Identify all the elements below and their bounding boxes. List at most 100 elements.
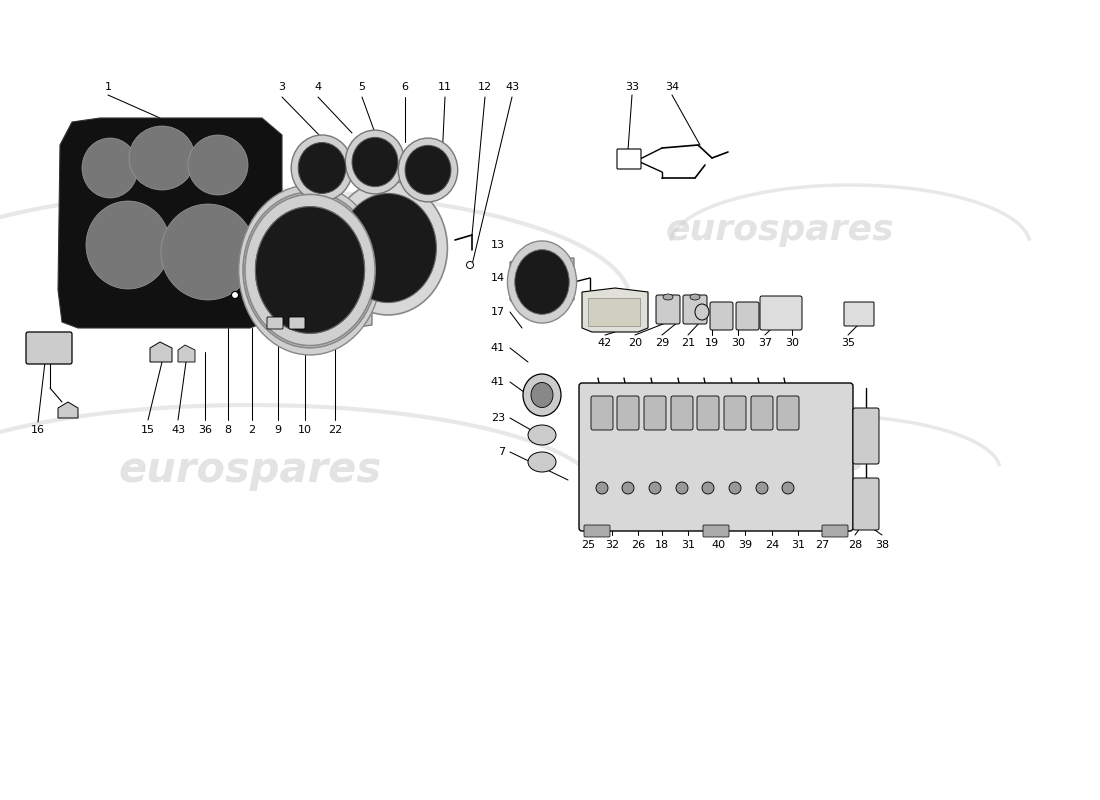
FancyBboxPatch shape xyxy=(822,525,848,537)
Ellipse shape xyxy=(690,294,700,300)
Text: 28: 28 xyxy=(848,540,862,550)
Polygon shape xyxy=(150,342,172,362)
Ellipse shape xyxy=(86,201,170,289)
Text: 8: 8 xyxy=(224,425,232,435)
Text: 19: 19 xyxy=(705,338,719,348)
Polygon shape xyxy=(58,118,282,328)
Text: 3: 3 xyxy=(278,82,286,92)
Ellipse shape xyxy=(405,146,451,194)
Text: 30: 30 xyxy=(785,338,799,348)
Ellipse shape xyxy=(239,185,382,355)
Ellipse shape xyxy=(466,262,473,269)
Ellipse shape xyxy=(756,482,768,494)
Ellipse shape xyxy=(729,482,741,494)
Ellipse shape xyxy=(676,482,688,494)
Text: 29: 29 xyxy=(654,338,669,348)
FancyBboxPatch shape xyxy=(852,408,879,464)
Text: 37: 37 xyxy=(758,338,772,348)
Text: 4: 4 xyxy=(315,82,321,92)
Text: 7: 7 xyxy=(498,447,505,457)
Text: eurospares: eurospares xyxy=(119,449,382,491)
FancyBboxPatch shape xyxy=(588,298,640,326)
Ellipse shape xyxy=(515,250,569,314)
Ellipse shape xyxy=(245,194,375,346)
Ellipse shape xyxy=(352,138,398,186)
FancyBboxPatch shape xyxy=(617,149,641,169)
Text: eurospares: eurospares xyxy=(666,213,894,247)
FancyBboxPatch shape xyxy=(683,295,707,324)
Text: 14: 14 xyxy=(491,273,505,283)
Text: 41: 41 xyxy=(491,377,505,387)
Polygon shape xyxy=(510,258,574,305)
Text: 31: 31 xyxy=(681,540,695,550)
Ellipse shape xyxy=(340,194,437,302)
Text: 11: 11 xyxy=(438,82,452,92)
Text: 32: 32 xyxy=(605,540,619,550)
Ellipse shape xyxy=(243,192,377,348)
Ellipse shape xyxy=(695,304,710,320)
Text: 24: 24 xyxy=(764,540,779,550)
Ellipse shape xyxy=(329,181,448,315)
Text: 35: 35 xyxy=(842,338,855,348)
Text: 31: 31 xyxy=(791,540,805,550)
Text: 12: 12 xyxy=(477,82,492,92)
FancyBboxPatch shape xyxy=(760,296,802,330)
Text: 15: 15 xyxy=(141,425,155,435)
Ellipse shape xyxy=(255,206,364,334)
FancyBboxPatch shape xyxy=(736,302,759,330)
Text: 1: 1 xyxy=(104,82,111,92)
Ellipse shape xyxy=(82,138,138,198)
Ellipse shape xyxy=(649,482,661,494)
Text: 43: 43 xyxy=(170,425,185,435)
Text: 36: 36 xyxy=(198,425,212,435)
Ellipse shape xyxy=(507,241,576,323)
Ellipse shape xyxy=(531,382,553,407)
Ellipse shape xyxy=(398,138,458,202)
Text: 26: 26 xyxy=(631,540,645,550)
FancyBboxPatch shape xyxy=(267,317,283,329)
Text: 10: 10 xyxy=(298,425,312,435)
Text: 30: 30 xyxy=(732,338,745,348)
Text: 9: 9 xyxy=(274,425,282,435)
Ellipse shape xyxy=(621,482,634,494)
Text: 16: 16 xyxy=(31,425,45,435)
Ellipse shape xyxy=(292,135,353,201)
FancyBboxPatch shape xyxy=(617,396,639,430)
Text: 23: 23 xyxy=(491,413,505,423)
Ellipse shape xyxy=(188,135,248,195)
Ellipse shape xyxy=(522,374,561,416)
FancyBboxPatch shape xyxy=(751,396,773,430)
Text: 27: 27 xyxy=(815,540,829,550)
FancyBboxPatch shape xyxy=(591,396,613,430)
Text: 2: 2 xyxy=(249,425,255,435)
Ellipse shape xyxy=(663,294,673,300)
FancyBboxPatch shape xyxy=(579,383,852,531)
Text: 18: 18 xyxy=(654,540,669,550)
Ellipse shape xyxy=(782,482,794,494)
Text: 21: 21 xyxy=(681,338,695,348)
FancyBboxPatch shape xyxy=(289,317,305,329)
Text: /: / xyxy=(610,303,617,321)
FancyBboxPatch shape xyxy=(703,525,729,537)
Text: 42: 42 xyxy=(598,338,612,348)
Text: 6: 6 xyxy=(402,82,408,92)
Ellipse shape xyxy=(596,482,608,494)
Text: 38: 38 xyxy=(874,540,889,550)
Polygon shape xyxy=(582,288,648,332)
Ellipse shape xyxy=(345,130,405,194)
Polygon shape xyxy=(58,402,78,418)
Text: eurospares: eurospares xyxy=(148,234,411,276)
Ellipse shape xyxy=(528,452,556,472)
Ellipse shape xyxy=(528,425,556,445)
Ellipse shape xyxy=(161,204,255,300)
FancyBboxPatch shape xyxy=(697,396,719,430)
Text: 33: 33 xyxy=(625,82,639,92)
Ellipse shape xyxy=(231,291,239,298)
Text: 17: 17 xyxy=(491,307,505,317)
Text: 34: 34 xyxy=(664,82,679,92)
Text: 25: 25 xyxy=(581,540,595,550)
FancyBboxPatch shape xyxy=(844,302,875,326)
Text: 13: 13 xyxy=(491,240,505,250)
FancyBboxPatch shape xyxy=(671,396,693,430)
FancyBboxPatch shape xyxy=(584,525,610,537)
